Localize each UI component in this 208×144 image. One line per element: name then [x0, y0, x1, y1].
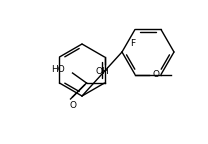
Text: O: O [153, 70, 160, 79]
Text: F: F [130, 39, 136, 49]
Text: HO: HO [51, 66, 64, 74]
Text: O: O [69, 101, 76, 110]
Text: OH: OH [96, 67, 109, 76]
